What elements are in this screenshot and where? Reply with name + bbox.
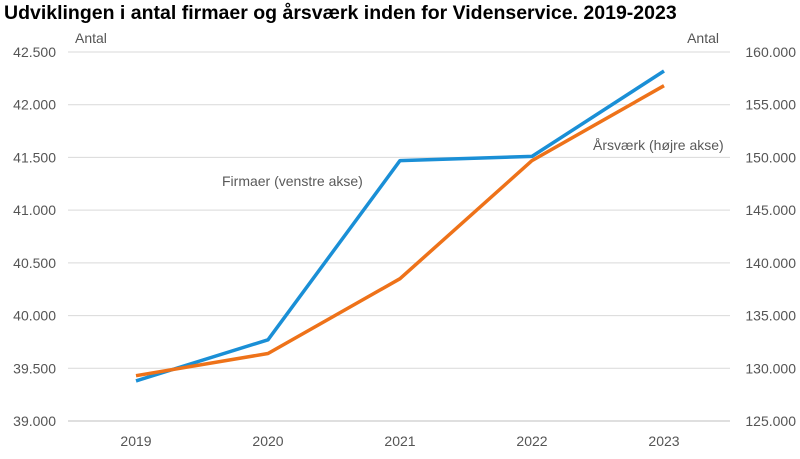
right-tick-label: 150.000 bbox=[745, 149, 796, 165]
aarsvaerk-series-label: Årsværk (højre akse) bbox=[593, 137, 724, 153]
x-tick-label: 2022 bbox=[516, 433, 547, 449]
x-tick-label: 2020 bbox=[252, 433, 283, 449]
right-tick-label: 140.000 bbox=[745, 255, 796, 271]
left-tick-label: 39.500 bbox=[13, 360, 56, 376]
right-y-axis: 125.000 130.000 135.000 140.000 145.000 150.0… bbox=[687, 30, 796, 429]
firmaer-series bbox=[135, 69, 665, 383]
left-tick-label: 39.000 bbox=[13, 413, 56, 429]
right-tick-label: 145.000 bbox=[745, 202, 796, 218]
x-tick-label: 2021 bbox=[384, 433, 415, 449]
left-axis-unit-label: Antal bbox=[75, 30, 107, 46]
left-tick-label: 40.000 bbox=[13, 308, 56, 324]
firmaer-series-label: Firmaer (venstre akse) bbox=[222, 173, 363, 189]
right-tick-label: 135.000 bbox=[745, 308, 796, 324]
series-line bbox=[135, 69, 665, 383]
right-axis-unit-label: Antal bbox=[687, 30, 719, 46]
left-tick-label: 42.000 bbox=[13, 97, 56, 113]
aarsvaerk-series bbox=[135, 84, 665, 378]
left-tick-label: 41.500 bbox=[13, 149, 56, 165]
series-labels: Firmaer (venstre akse) Årsværk (højre aks… bbox=[222, 137, 724, 189]
left-tick-label: 40.500 bbox=[13, 255, 56, 271]
left-tick-label: 41.000 bbox=[13, 202, 56, 218]
right-tick-label: 160.000 bbox=[745, 44, 796, 60]
chart-title: Udviklingen i antal firmaer og årsværk i… bbox=[4, 2, 677, 24]
x-tick-label: 2023 bbox=[648, 433, 679, 449]
gridlines bbox=[68, 51, 730, 422]
left-tick-label: 42.500 bbox=[13, 44, 56, 60]
series-line bbox=[135, 84, 665, 378]
x-axis: 2019 2020 2021 2022 2023 bbox=[120, 433, 679, 449]
right-tick-label: 155.000 bbox=[745, 97, 796, 113]
right-tick-label: 125.000 bbox=[745, 413, 796, 429]
right-tick-label: 130.000 bbox=[745, 360, 796, 376]
left-y-axis: 39.000 39.500 40.000 40.500 41.000 41.500 42.0… bbox=[13, 30, 107, 429]
x-tick-label: 2019 bbox=[120, 433, 151, 449]
series-lines bbox=[135, 69, 665, 383]
